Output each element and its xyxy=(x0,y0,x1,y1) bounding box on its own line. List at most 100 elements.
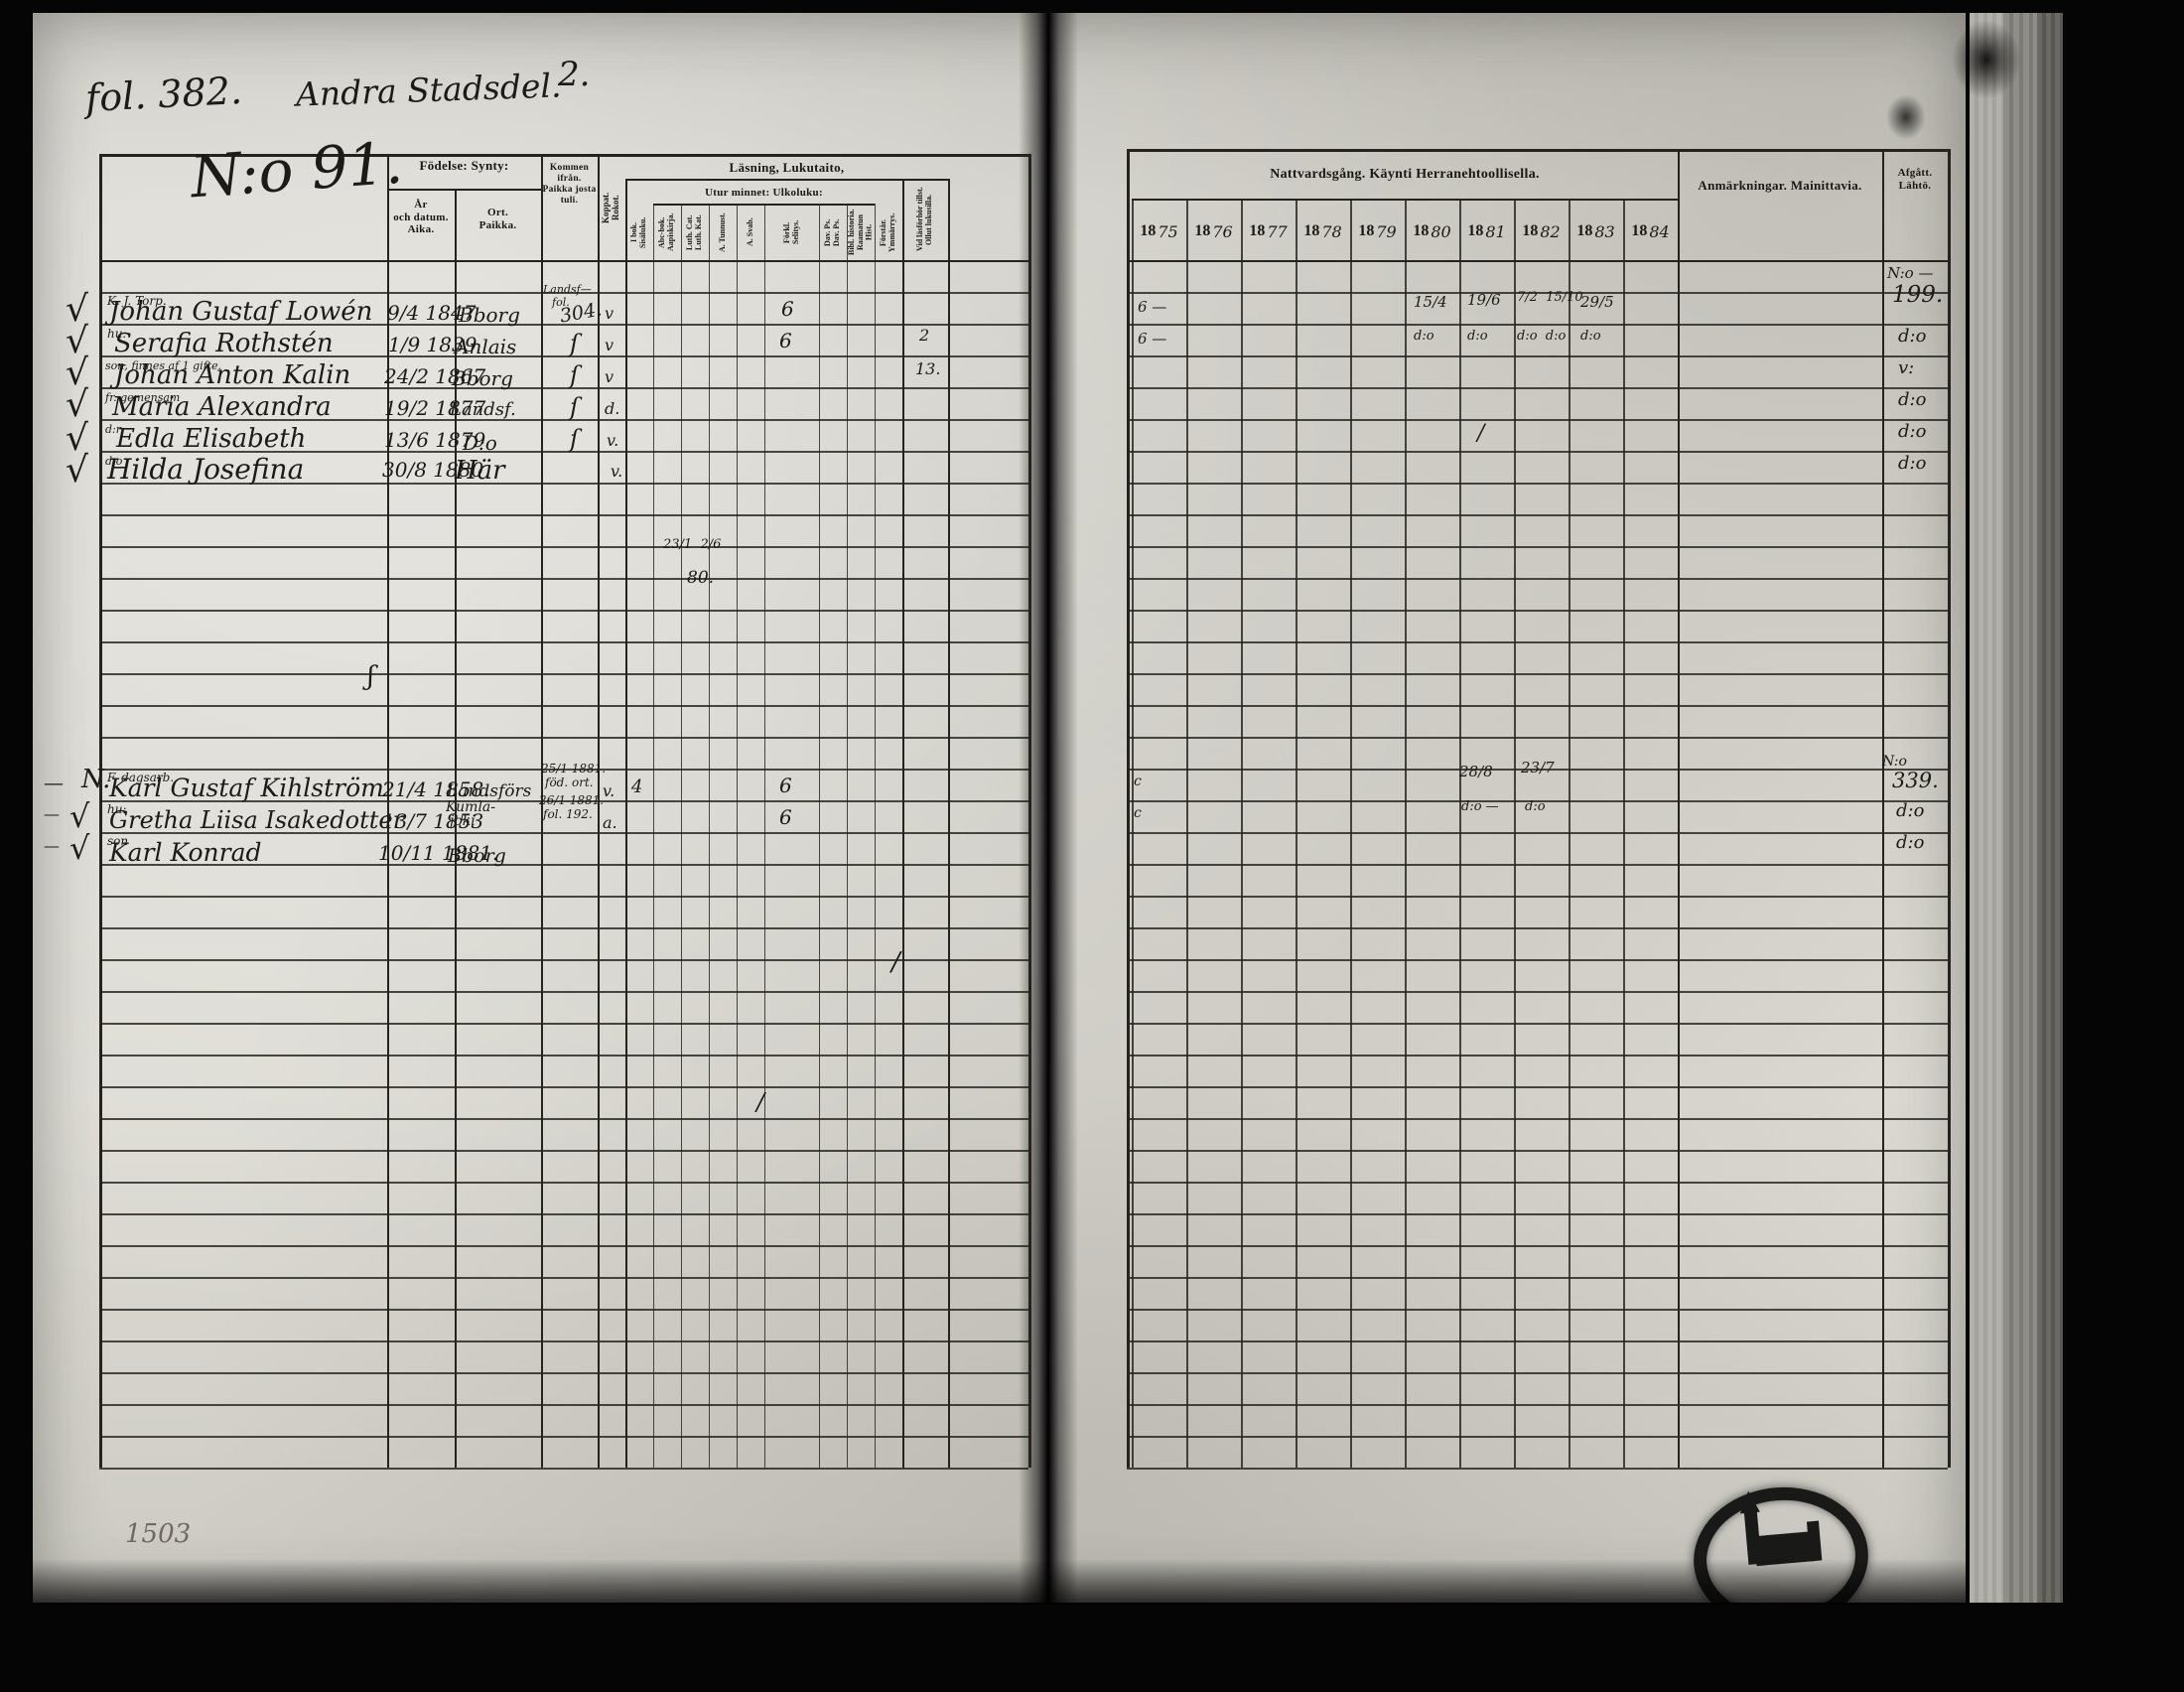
photo-border-right xyxy=(2063,0,2184,1692)
table-rule xyxy=(1569,199,1570,1468)
f1e-birth: 13/6 1879 xyxy=(384,428,486,452)
table-rule xyxy=(99,1023,1028,1025)
page-edges-strip-2 xyxy=(2003,12,2037,1605)
table-rule xyxy=(1296,199,1297,1468)
stray-mark: / xyxy=(756,1088,765,1116)
f2-from: 25/1 1881. xyxy=(541,762,607,776)
f1-communion-1882: 7/2 15/10 xyxy=(1517,290,1583,305)
table-rule xyxy=(99,1340,1028,1342)
table-rule xyxy=(99,1150,1028,1152)
table-rule xyxy=(1405,199,1407,1468)
table-rule xyxy=(99,483,1028,485)
table-rule xyxy=(625,179,948,181)
table-rule xyxy=(99,927,1028,929)
reading-column-header: Bibl. historia. Raamatun Hist. xyxy=(847,207,875,258)
f2-birthplace: Landsförs xyxy=(447,781,532,801)
f2b-vaccinated: a. xyxy=(603,813,617,832)
reading-column-header: Förstår. Ymmärrys. xyxy=(875,207,902,258)
table-rule xyxy=(99,1277,1028,1279)
table-rule xyxy=(1127,514,1948,516)
communion-year-header: 18 76 xyxy=(1186,205,1241,258)
f2-communion-1881: 28/8 xyxy=(1459,763,1493,780)
f2-birth: 21/4 1858. xyxy=(382,777,490,801)
table-rule xyxy=(99,1213,1028,1215)
reading-column-header: Luth. Cat. Luth. Kat. xyxy=(681,207,709,258)
f1b-1875-mark: 6 — xyxy=(1138,330,1167,348)
year-printed-prefix: 18 xyxy=(1249,222,1266,239)
table-rule xyxy=(1127,1468,1948,1470)
margin-check: √ xyxy=(66,384,88,425)
table-rule xyxy=(1127,1118,1948,1120)
photo-border-bottom xyxy=(0,1603,2184,1692)
table-rule xyxy=(653,204,875,206)
reading-column-header: I bok. Sisäluku. xyxy=(625,207,653,258)
birth-date-column-header: År och datum. Aika. xyxy=(393,199,449,236)
year-printed-prefix: 18 xyxy=(1194,222,1211,239)
table-rule xyxy=(1127,387,1948,389)
ditto-mark: ſ xyxy=(570,425,579,453)
stray-note: 80. xyxy=(687,568,715,588)
f2-1875-mark: c xyxy=(1134,774,1142,789)
f1b-role: hu: xyxy=(107,327,127,341)
photo-border-left xyxy=(0,0,33,1692)
f1e-name: Edla Elisabeth xyxy=(116,424,307,454)
year-suffix-handwritten: 82 xyxy=(1540,221,1561,241)
f2-name: Karl Gustaf Kihlström xyxy=(109,774,384,802)
table-rule xyxy=(99,959,1028,961)
year-printed-prefix: 18 xyxy=(1631,222,1648,239)
table-rule xyxy=(1127,959,1948,961)
reading-column-header: Dav. Ps. Dav. Ps. xyxy=(819,207,847,258)
margin-note: N. xyxy=(81,765,111,794)
year-printed-prefix: 18 xyxy=(1413,222,1430,239)
table-rule xyxy=(99,896,1028,898)
f2b-from: 26/1 1881. xyxy=(539,793,605,807)
ink-smudge xyxy=(1952,20,2021,99)
reading-column-label: Bibl. historia. Raamatun Hist. xyxy=(846,209,874,256)
table-rule xyxy=(99,387,1028,389)
table-rule xyxy=(1127,292,1948,294)
table-rule xyxy=(1127,737,1948,739)
table-rule xyxy=(455,189,457,1468)
church-apse-icon xyxy=(1806,1520,1823,1562)
page-edges-strip-1 xyxy=(1970,12,2003,1605)
table-rule xyxy=(1127,451,1948,453)
table-rule xyxy=(99,1118,1028,1120)
table-rule xyxy=(99,737,1028,739)
f1c-birth: 24/2 1867 xyxy=(384,364,486,388)
f1e-birthplace: D:o xyxy=(463,431,497,455)
f2b-communion-1882: d:o xyxy=(1525,799,1546,814)
table-rule xyxy=(99,1468,1028,1470)
f1b-vaccinated: v xyxy=(605,336,614,354)
table-rule xyxy=(1127,769,1948,771)
table-rule xyxy=(737,204,739,1468)
table-rule xyxy=(99,800,1028,802)
f2c-name: Karl Konrad xyxy=(109,838,262,867)
table-rule xyxy=(1127,546,1948,548)
f2b-reading-grade: 6 xyxy=(779,805,792,829)
vaccinated-column-header: Koppat. Rokot. xyxy=(601,192,620,223)
table-rule xyxy=(598,154,600,1468)
table-rule xyxy=(1127,149,1948,152)
communion-year-header: 18 82 xyxy=(1514,205,1569,258)
f1d-departed: d:o xyxy=(1898,389,1927,410)
table-rule xyxy=(1514,199,1516,1468)
table-rule xyxy=(1186,199,1188,1468)
margin-check: — xyxy=(44,804,60,823)
reading-column-header: Förkl. Selitys. xyxy=(764,207,819,258)
margin-check: √ xyxy=(69,829,90,867)
table-rule xyxy=(99,355,1028,357)
table-rule xyxy=(99,1086,1028,1088)
f2b-1875-mark: c xyxy=(1134,805,1142,821)
table-rule xyxy=(1459,199,1461,1468)
f1f-role: d:o xyxy=(105,455,123,468)
table-rule xyxy=(1623,199,1625,1468)
f2-departed: 339. xyxy=(1892,769,1939,792)
table-rule xyxy=(1241,199,1243,1468)
f1b-reading-grade: 6 xyxy=(779,329,792,352)
year-suffix-handwritten: 79 xyxy=(1376,221,1397,241)
table-rule xyxy=(1028,154,1031,1468)
table-rule xyxy=(1127,896,1948,898)
table-rule xyxy=(653,204,655,1468)
f1f-vaccinated: v. xyxy=(611,462,623,481)
